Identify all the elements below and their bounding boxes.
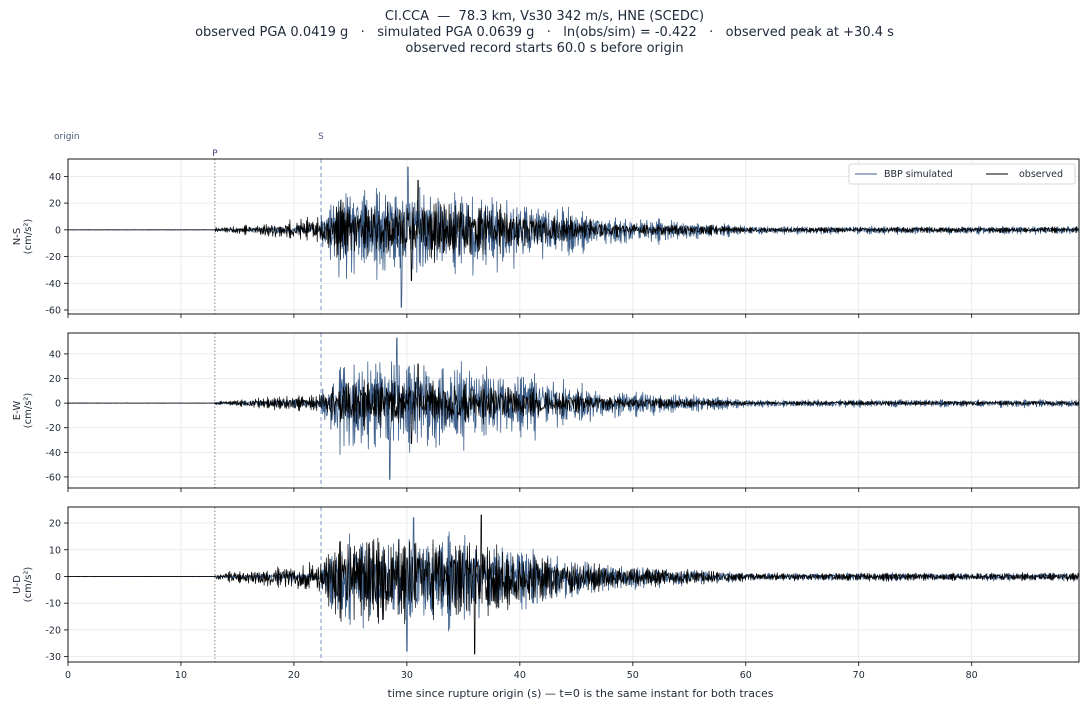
series-observed-ud (67, 514, 1080, 655)
y-axis-label-line: (cm/s²) (23, 219, 34, 255)
y-tick-label: -40 (45, 448, 61, 459)
y-tick-label: 40 (49, 349, 61, 360)
marker-label-origin: origin (54, 132, 80, 142)
legend-label-observed: observed (1019, 169, 1063, 180)
x-tick-label: 60 (740, 670, 752, 681)
series-observed-ns (67, 180, 1080, 281)
y-axis-label-line: N-S (12, 228, 23, 245)
y-tick-label: -60 (45, 305, 61, 316)
y-tick-label: -20 (45, 625, 61, 636)
y-axis-label-ew: E-W(cm/s²) (12, 393, 34, 429)
marker-label-p: P (212, 149, 218, 159)
y-tick-label: 20 (49, 374, 61, 385)
y-tick-label: 0 (55, 399, 61, 410)
y-tick-label: 20 (49, 519, 61, 530)
y-axis-label-line: (cm/s²) (23, 393, 34, 429)
y-axis-label-line: E-W (12, 401, 23, 421)
y-tick-label: 10 (49, 545, 61, 556)
x-tick-label: 10 (175, 670, 187, 681)
marker-label-s: S (318, 132, 324, 142)
x-tick-label: 50 (627, 670, 639, 681)
y-tick-label: 20 (49, 199, 61, 210)
legend-box (848, 163, 1076, 185)
chart-title-line-3: observed record starts 60.0 s before ori… (405, 41, 684, 56)
y-tick-label: 0 (55, 225, 61, 236)
panel-ud: -30 -20 -10 0 10 20 U-D(cm/s²) (12, 506, 1080, 666)
series-bbp-simulated-ud (68, 517, 1080, 652)
series-bbp-simulated-ns (68, 166, 1080, 308)
series-observed-ew (67, 363, 1080, 445)
y-axis-label-ns: N-S(cm/s²) (12, 219, 34, 255)
x-axis-label: time since rupture origin (s) — t=0 is t… (388, 687, 774, 700)
legend-label-simulated: BBP simulated (884, 169, 953, 180)
y-tick-label: -40 (45, 279, 61, 290)
x-tick-label: 20 (288, 670, 300, 681)
y-tick-label: -20 (45, 252, 61, 263)
x-tick-label: 0 (65, 670, 71, 681)
x-tick-label: 40 (514, 670, 526, 681)
panel-frame (67, 506, 1080, 663)
y-axis-label-ud: U-D(cm/s²) (12, 567, 34, 603)
y-tick-label: 0 (55, 572, 61, 583)
panel-ew: -60 -40 -20 0 20 40 E-W(cm/s²) (12, 332, 1080, 492)
y-tick-label: -10 (45, 599, 61, 610)
chart-title-line-1: CI.CCA — 78.3 km, Vs30 342 m/s, HNE (SCE… (384, 9, 705, 24)
chart-title-line-2: observed PGA 0.0419 g · simulated PGA 0.… (195, 25, 894, 40)
legend: BBP simulated observed (848, 163, 1076, 185)
x-tick-label: 70 (853, 670, 865, 681)
panel-frame (67, 332, 1080, 489)
panel-frame (67, 158, 1080, 315)
y-tick-label: -60 (45, 472, 61, 483)
panel-ns: -60 -40 -20 0 20 40 N-S(cm/s²) (12, 158, 1080, 318)
y-tick-label: -20 (45, 423, 61, 434)
y-axis-label-line: U-D (12, 575, 23, 594)
y-tick-label: 40 (49, 172, 61, 183)
x-tick-label: 80 (966, 670, 978, 681)
y-axis-label-line: (cm/s²) (23, 567, 34, 603)
y-tick-label: -30 (45, 652, 61, 663)
x-tick-label: 30 (401, 670, 413, 681)
